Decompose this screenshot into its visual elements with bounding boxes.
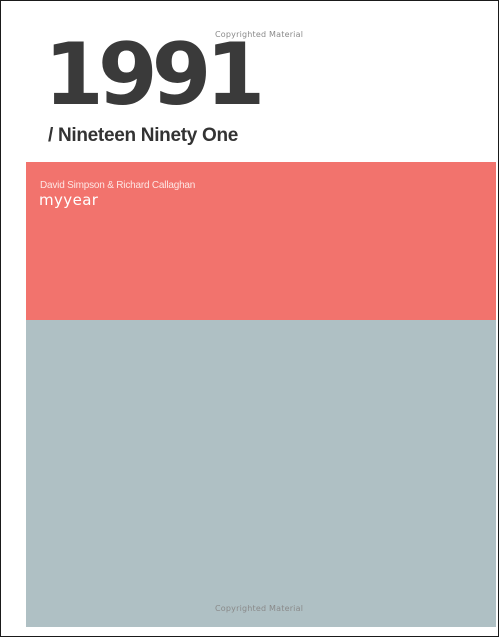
cover-authors: David Simpson & Richard Callaghan [40,180,196,191]
blue-color-band [26,320,496,627]
copyright-watermark-top: Copyrighted Material [215,30,304,39]
cover-year-title: 1991 [44,25,265,125]
copyright-watermark-bottom: Copyrighted Material [215,604,304,613]
book-cover: Copyrighted Material 1991 / Nineteen Nin… [26,21,496,627]
series-logo: myyear [39,191,99,209]
red-color-band: David Simpson & Richard Callaghan myyear [26,162,496,320]
cover-subtitle: / Nineteen Ninety One [48,125,239,146]
